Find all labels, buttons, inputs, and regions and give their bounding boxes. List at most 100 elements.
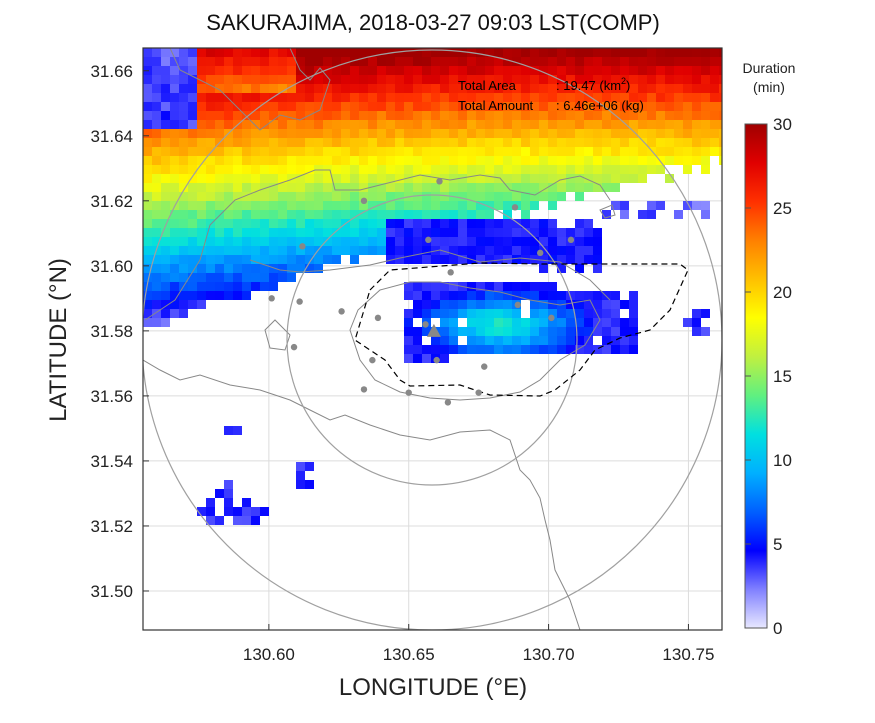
duration-cell: [305, 129, 314, 138]
duration-cell: [494, 237, 503, 246]
duration-cell: [638, 66, 647, 75]
duration-cell: [188, 129, 197, 138]
duration-cell: [566, 138, 575, 147]
duration-cell: [179, 264, 188, 273]
duration-cell: [314, 255, 323, 264]
duration-cell: [341, 165, 350, 174]
duration-cell: [233, 129, 242, 138]
duration-cell: [413, 102, 422, 111]
duration-cell: [476, 129, 485, 138]
duration-cell: [557, 237, 566, 246]
duration-cell: [692, 75, 701, 84]
duration-cell: [512, 282, 521, 291]
station-marker: [481, 363, 488, 370]
duration-cell: [593, 156, 602, 165]
duration-cell: [557, 111, 566, 120]
duration-cell: [440, 84, 449, 93]
duration-cell: [152, 102, 161, 111]
duration-cell: [476, 237, 485, 246]
duration-cell: [440, 219, 449, 228]
duration-cell: [305, 183, 314, 192]
duration-cell: [386, 75, 395, 84]
coastline-peninsula: [249, 249, 611, 301]
duration-cell: [386, 147, 395, 156]
duration-cell: [179, 183, 188, 192]
duration-cell: [602, 147, 611, 156]
duration-cell: [602, 210, 611, 219]
duration-cell: [404, 291, 413, 300]
duration-cell: [449, 246, 458, 255]
duration-cell: [278, 237, 287, 246]
station-marker: [444, 399, 452, 406]
coastline-east: [599, 204, 616, 219]
duration-cell: [494, 84, 503, 93]
duration-cell: [197, 48, 206, 57]
station-marker: [447, 269, 454, 276]
duration-cell: [440, 111, 449, 120]
duration-cell: [638, 165, 647, 174]
duration-cell: [575, 219, 584, 228]
duration-cell: [152, 165, 161, 174]
duration-cell: [314, 102, 323, 111]
duration-cell: [683, 84, 692, 93]
duration-cell: [413, 246, 422, 255]
duration-cell: [233, 66, 242, 75]
duration-cell: [602, 48, 611, 57]
duration-cell: [215, 129, 224, 138]
duration-cell: [332, 84, 341, 93]
duration-cell: [206, 291, 215, 300]
duration-cell: [467, 228, 476, 237]
range-ring-10km: [143, 49, 722, 630]
duration-cell: [656, 48, 665, 57]
duration-cell: [161, 192, 170, 201]
duration-cell: [575, 138, 584, 147]
duration-cell: [629, 318, 638, 327]
duration-cell: [683, 129, 692, 138]
duration-field: [143, 48, 722, 525]
duration-cell: [215, 84, 224, 93]
duration-cell: [242, 237, 251, 246]
duration-cell: [485, 147, 494, 156]
duration-cell: [170, 75, 179, 84]
duration-cell: [701, 93, 710, 102]
duration-cell: [557, 228, 566, 237]
station-marker: [536, 249, 544, 257]
duration-cell: [179, 147, 188, 156]
duration-cell: [188, 84, 197, 93]
colorbar-tick-label: 25: [773, 199, 792, 218]
duration-cell: [260, 129, 269, 138]
duration-cell: [530, 327, 539, 336]
duration-cell: [233, 273, 242, 282]
duration-cell: [278, 156, 287, 165]
duration-cell: [323, 75, 332, 84]
duration-cell: [674, 210, 683, 219]
duration-cell: [332, 183, 341, 192]
duration-cell: [476, 300, 485, 309]
duration-cell: [305, 57, 314, 66]
duration-cell: [485, 327, 494, 336]
duration-cell: [359, 237, 368, 246]
duration-cell: [377, 210, 386, 219]
duration-cell: [242, 183, 251, 192]
duration-cell: [233, 210, 242, 219]
duration-cell: [170, 255, 179, 264]
duration-cell: [431, 57, 440, 66]
duration-cell: [251, 66, 260, 75]
duration-cell: [170, 309, 179, 318]
duration-cell: [719, 66, 722, 75]
duration-cell: [719, 147, 722, 156]
duration-cell: [665, 75, 674, 84]
duration-cell: [431, 156, 440, 165]
duration-cell: [287, 75, 296, 84]
duration-cell: [152, 156, 161, 165]
duration-cell: [314, 228, 323, 237]
duration-cell: [638, 57, 647, 66]
duration-cell: [278, 57, 287, 66]
duration-cell: [458, 138, 467, 147]
duration-cell: [206, 75, 215, 84]
x-tick-label: 130.60: [243, 645, 295, 664]
duration-cell: [548, 309, 557, 318]
duration-cell: [386, 219, 395, 228]
duration-cell: [260, 138, 269, 147]
duration-cell: [602, 336, 611, 345]
